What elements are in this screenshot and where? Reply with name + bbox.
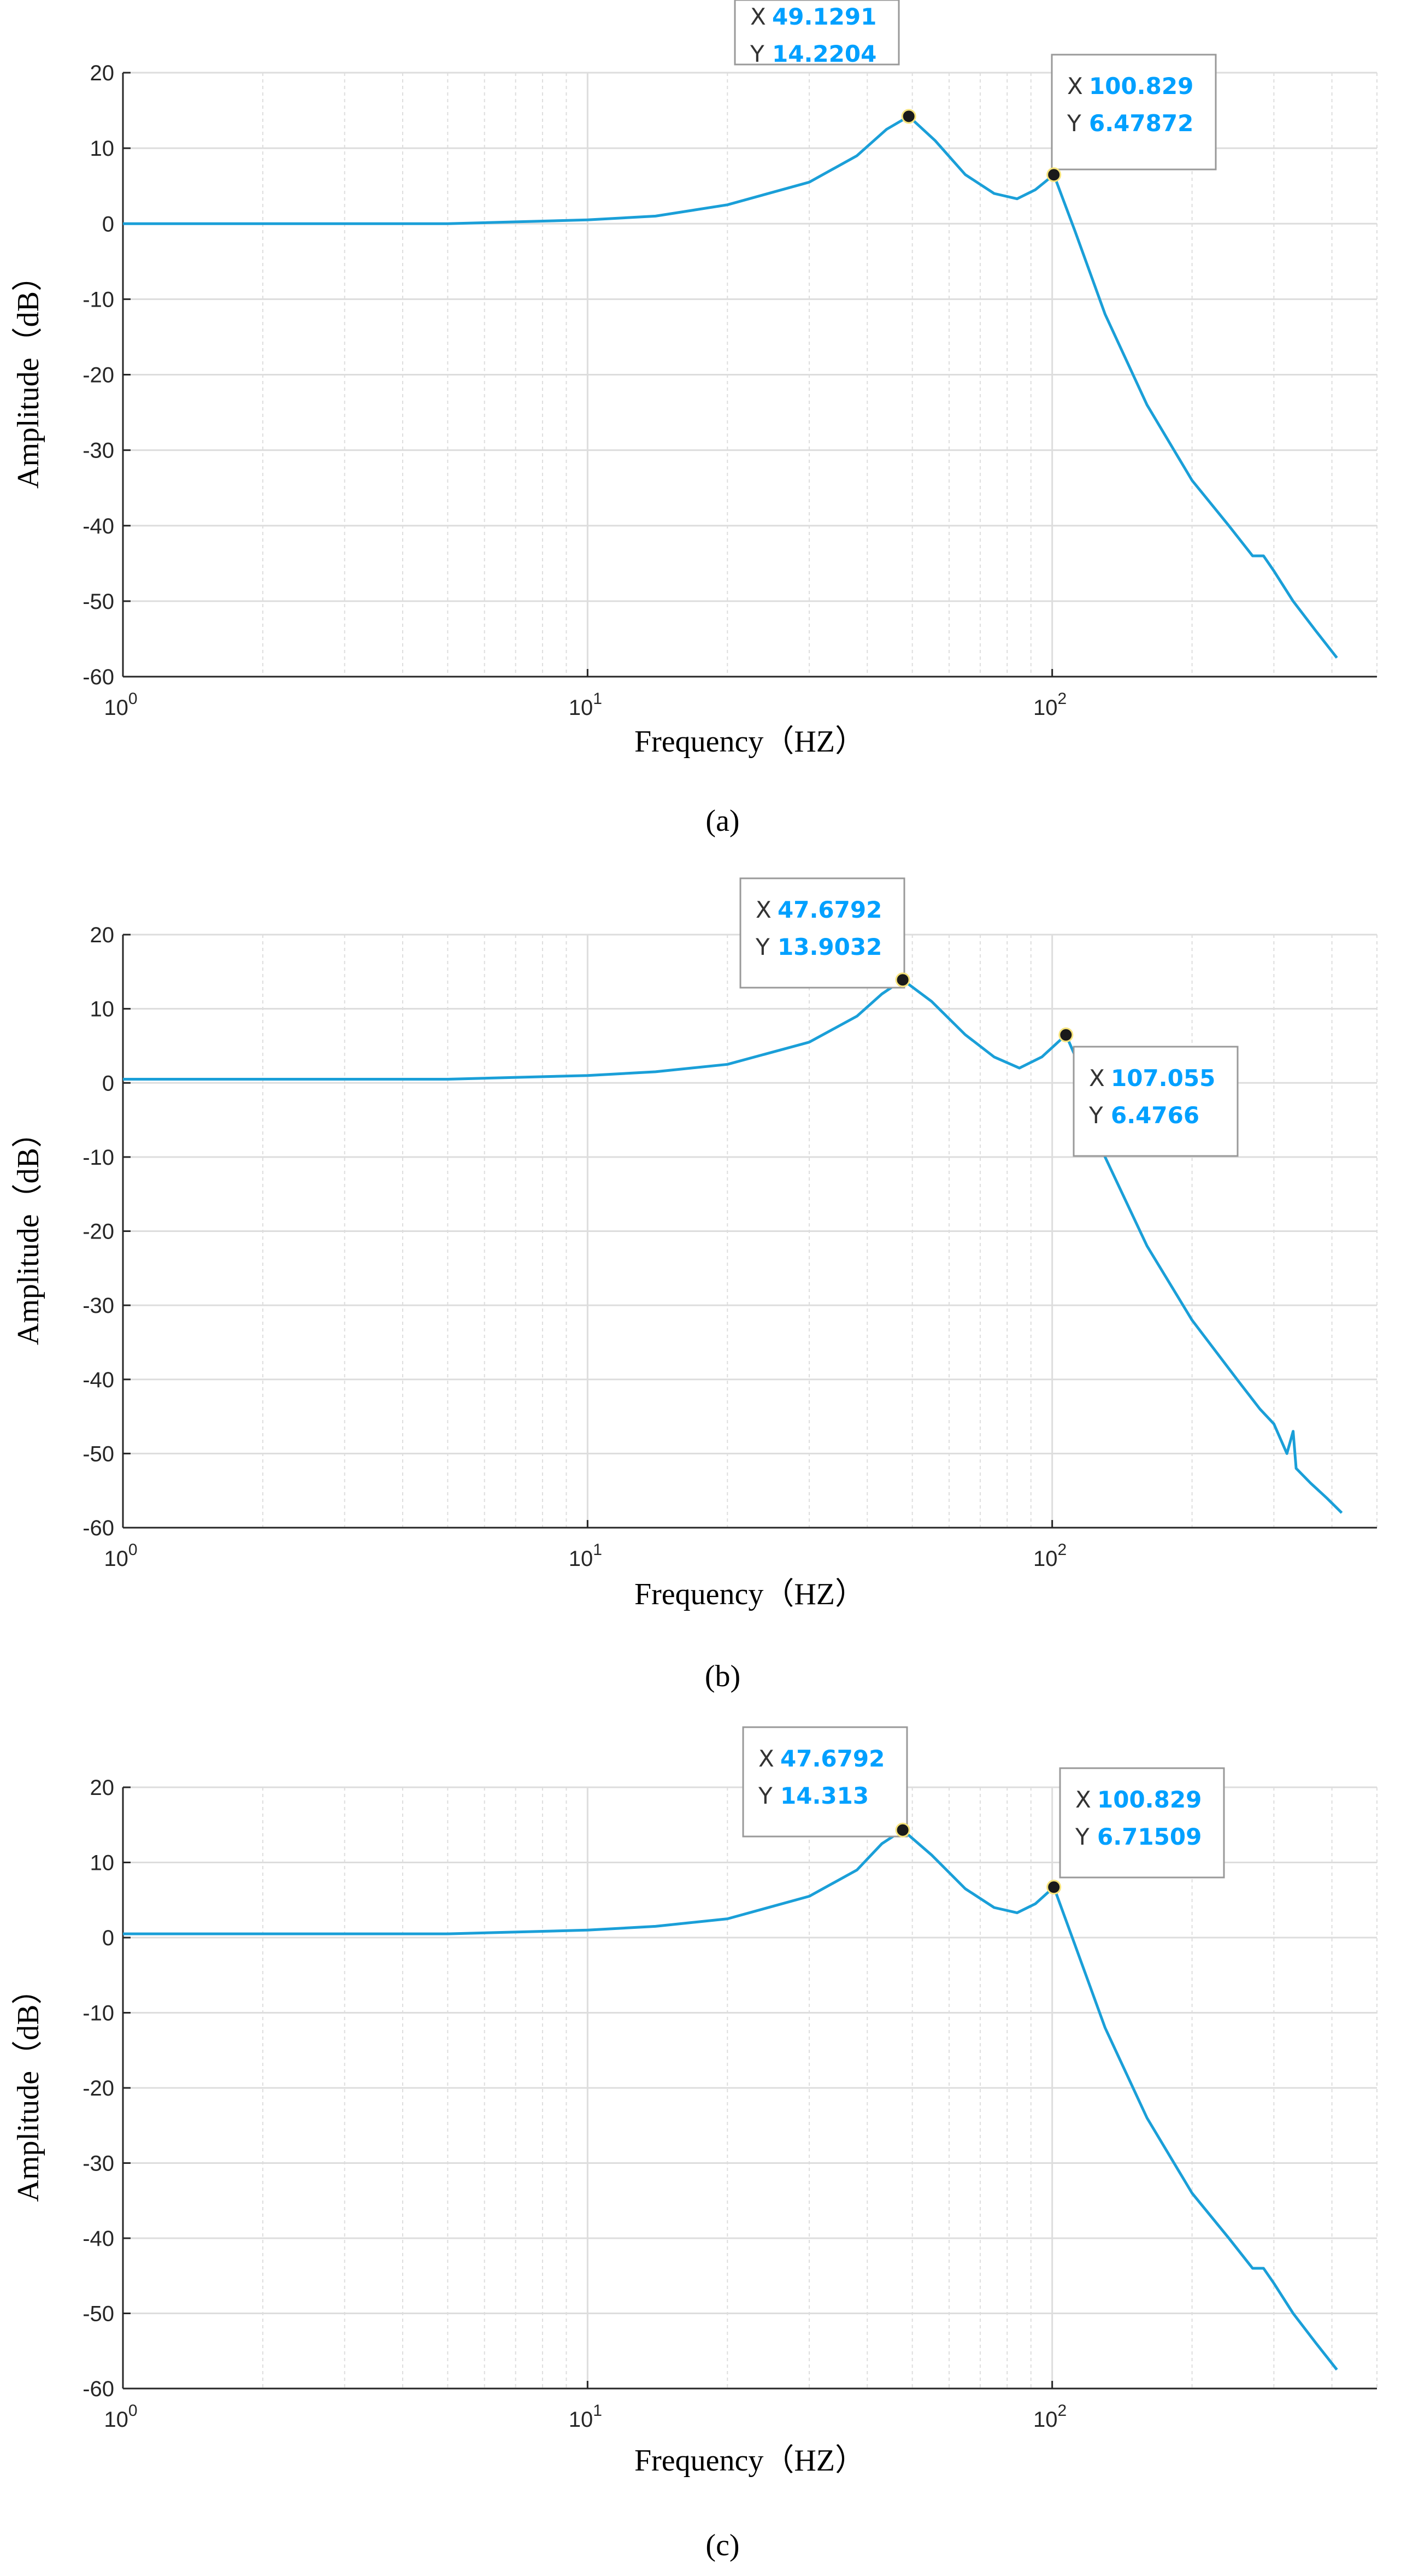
data-tip[interactable]: X 100.829 Y 6.71509 — [1046, 1767, 1225, 1895]
y-tick-label: 20 — [90, 923, 115, 947]
y-tick-label: 0 — [102, 212, 114, 236]
data-tip-marker[interactable] — [895, 1822, 910, 1838]
y-tick-label: -30 — [83, 1294, 114, 1318]
y-axis-label: Amplitude（dB） — [11, 1974, 45, 2202]
x-tick-label: 100 — [104, 1541, 137, 1571]
y-tick-label: 0 — [102, 1071, 114, 1095]
y-tick-label: -60 — [83, 1516, 114, 1540]
data-tip-x-key: X — [750, 3, 766, 30]
data-tip-box — [742, 1726, 908, 1838]
y-tick-label: -50 — [83, 2302, 114, 2326]
data-tip-y-value: 14.313 — [780, 1782, 869, 1809]
panel-label: (b) — [705, 1659, 740, 1693]
x-tick-label: 100 — [104, 2402, 137, 2432]
y-tick-label: 10 — [90, 997, 115, 1022]
x-tick-label: 102 — [1033, 2402, 1067, 2432]
panel-label: (a) — [705, 804, 739, 838]
y-tick-label: -40 — [83, 514, 114, 538]
data-tip-marker[interactable] — [1058, 1027, 1074, 1042]
data-tip-y-value: 13.9032 — [778, 934, 882, 960]
y-tick-label: 20 — [90, 1776, 115, 1800]
data-tip-x-value: 100.829 — [1089, 73, 1193, 99]
y-tick-label: -20 — [83, 363, 114, 388]
y-tick-label: -30 — [83, 2152, 114, 2176]
data-tip-box — [1059, 1767, 1225, 1879]
data-tip-x-key: X — [758, 1745, 774, 1772]
data-tip-x-value: 107.055 — [1111, 1065, 1215, 1092]
y-axis-label: Amplitude（dB） — [11, 1117, 45, 1345]
data-tip-y-key: Y — [758, 1782, 773, 1809]
x-axis-label: Frequency（HZ） — [634, 1577, 866, 1611]
data-tip-marker[interactable] — [901, 109, 916, 124]
y-tick-label: -10 — [83, 287, 114, 312]
data-tip-y-key: Y — [755, 934, 770, 960]
data-tip-y-key: Y — [1075, 1823, 1090, 1850]
y-tick-label: -40 — [83, 1368, 114, 1392]
y-tick-label: -20 — [83, 2076, 114, 2100]
y-tick-label: -60 — [83, 2377, 114, 2401]
y-tick-label: -10 — [83, 1146, 114, 1170]
data-tip-box — [734, 0, 900, 66]
data-tip-y-value: 6.71509 — [1097, 1823, 1202, 1850]
x-tick-label: 102 — [1033, 1541, 1067, 1571]
x-axis-label: Frequency（HZ） — [634, 725, 866, 759]
x-tick-label: 102 — [1033, 690, 1067, 720]
y-tick-label: -50 — [83, 1442, 114, 1466]
data-tip[interactable]: X 100.829 Y 6.47872 — [1046, 54, 1217, 183]
y-tick-label: -30 — [83, 439, 114, 463]
data-tip[interactable]: X 47.6792 Y 14.313 — [742, 1726, 910, 1838]
x-tick-label: 100 — [104, 690, 137, 720]
y-tick-label: 0 — [102, 1926, 114, 1950]
data-tip-box — [1051, 54, 1217, 171]
data-tip-y-value: 6.4766 — [1111, 1102, 1199, 1129]
data-tip[interactable]: X 107.055 Y 6.4766 — [1058, 1027, 1239, 1157]
data-tip-x-key: X — [1089, 1065, 1105, 1092]
data-tip[interactable]: X 47.6792 Y 13.9032 — [739, 877, 910, 989]
y-axis-label: Amplitude（dB） — [11, 261, 45, 489]
data-tip-x-key: X — [756, 896, 772, 923]
data-tip-x-key: X — [1067, 73, 1083, 99]
x-tick-label: 101 — [569, 2402, 602, 2432]
y-tick-label: 10 — [90, 1851, 115, 1875]
data-tip-x-value: 49.1291 — [772, 3, 876, 30]
data-tip-y-key: Y — [1088, 1102, 1103, 1129]
data-tip-marker[interactable] — [1046, 167, 1062, 183]
data-tip-box — [739, 877, 905, 989]
y-tick-label: -60 — [83, 665, 114, 689]
data-tip-y-value: 14.2204 — [772, 40, 876, 67]
data-tip-x-value: 100.829 — [1097, 1786, 1202, 1813]
amplitude-series-line — [123, 978, 1343, 1514]
y-tick-label: -50 — [83, 590, 114, 614]
data-tip-y-key: Y — [750, 40, 764, 67]
data-tip-x-value: 47.6792 — [780, 1745, 885, 1772]
y-tick-label: -20 — [83, 1220, 114, 1244]
data-tip-x-value: 47.6792 — [778, 896, 882, 923]
x-axis-label: Frequency（HZ） — [634, 2444, 866, 2478]
amplitude-series-line — [123, 115, 1338, 659]
data-tip-marker[interactable] — [895, 972, 910, 988]
data-tip-box — [1073, 1046, 1239, 1157]
y-tick-label: -40 — [83, 2227, 114, 2251]
amplitude-series-line — [123, 1828, 1338, 2371]
data-tip[interactable]: X 49.1291 Y 14.2204 — [734, 0, 916, 124]
data-tip-y-key: Y — [1067, 110, 1081, 137]
y-tick-label: 20 — [90, 61, 115, 85]
y-tick-label: 10 — [90, 137, 115, 161]
x-tick-label: 101 — [569, 1541, 602, 1571]
y-tick-label: -10 — [83, 2002, 114, 2026]
data-tip-x-key: X — [1075, 1786, 1091, 1813]
x-tick-label: 101 — [569, 690, 602, 720]
panel-label: (c) — [705, 2528, 739, 2562]
data-tip-y-value: 6.47872 — [1089, 110, 1193, 137]
data-tip-marker[interactable] — [1046, 1880, 1062, 1895]
